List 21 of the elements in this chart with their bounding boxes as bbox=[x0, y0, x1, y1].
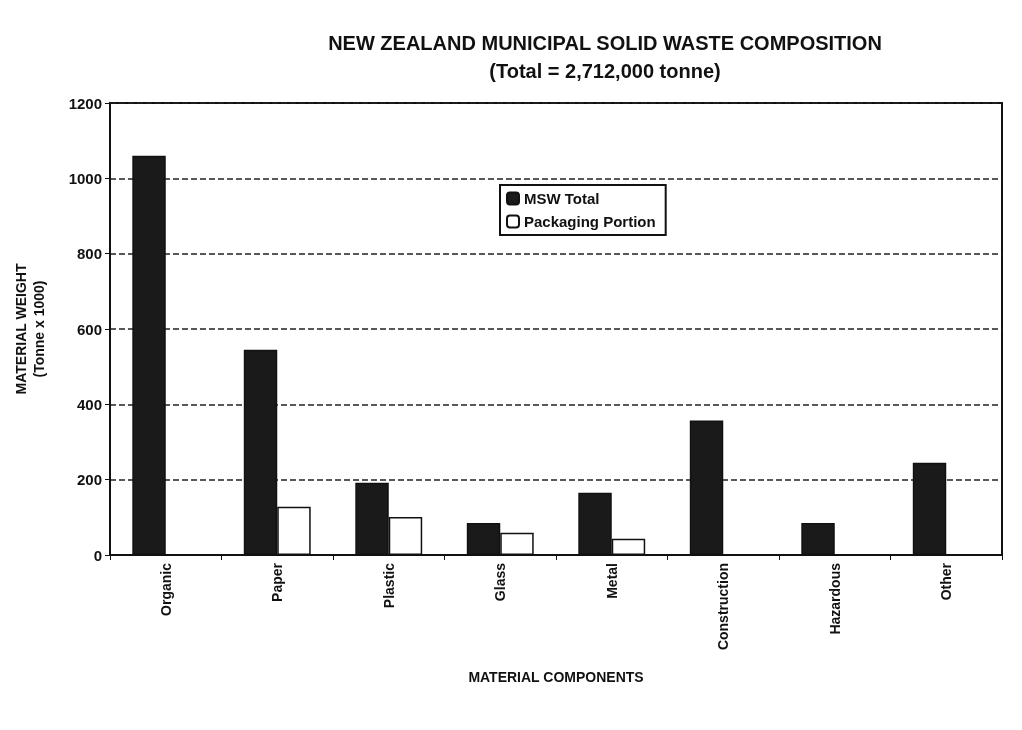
x-tick-label: Plastic bbox=[380, 562, 397, 609]
y-tick-label: 200 bbox=[76, 471, 102, 489]
y-tick-label: 400 bbox=[76, 395, 102, 413]
legend-label: Packaging Portion bbox=[524, 213, 656, 230]
x-tick-label: Organic bbox=[157, 562, 174, 616]
y-axis-title: MATERIAL WEIGHT (Tonne x 1000) bbox=[13, 263, 47, 395]
chart-subtitle: (Total = 2,712,000 tonne) bbox=[489, 60, 721, 82]
x-tick-label: Construction bbox=[715, 563, 732, 651]
y-tick-label: 0 bbox=[93, 546, 102, 564]
x-tick-label: Paper bbox=[269, 562, 286, 602]
y-tick-label: 600 bbox=[76, 320, 102, 338]
x-tick-label: Metal bbox=[603, 563, 620, 599]
x-axis-title: MATERIAL COMPONENTS bbox=[468, 669, 644, 685]
y-tick-label: 800 bbox=[76, 245, 102, 263]
x-tick-label: Glass bbox=[492, 562, 509, 602]
x-tick-label: Other bbox=[938, 562, 955, 601]
x-tick-label: Hazardous bbox=[826, 562, 843, 635]
y-tick-label: 1200 bbox=[68, 94, 102, 112]
y-tick-label: 1000 bbox=[68, 169, 102, 187]
legend-label: MSW Total bbox=[524, 190, 600, 207]
chart-title: NEW ZEALAND MUNICIPAL SOLID WASTE COMPOSITION bbox=[328, 32, 882, 54]
